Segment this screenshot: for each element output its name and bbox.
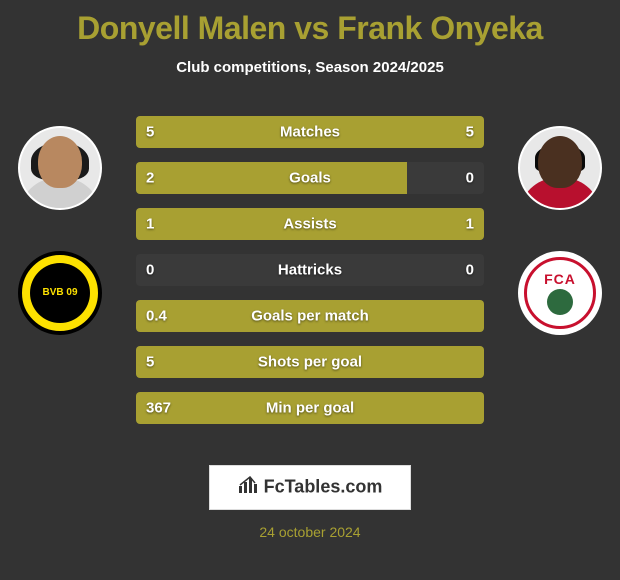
avatar-placeholder-icon (520, 128, 600, 208)
club-right-badge: FCA (518, 251, 602, 335)
chart-icon (238, 476, 258, 499)
stat-label: Matches (136, 124, 484, 141)
club-left-badge: BVB 09 (18, 251, 102, 335)
stat-row: 11Assists (136, 208, 484, 240)
player-right-avatar (518, 126, 602, 210)
stat-label: Min per goal (136, 400, 484, 417)
stat-label: Goals (136, 170, 484, 187)
stat-label: Assists (136, 216, 484, 233)
stat-row: 367Min per goal (136, 392, 484, 424)
stat-row: 0.4Goals per match (136, 300, 484, 332)
stat-label: Goals per match (136, 308, 484, 325)
stat-row: 00Hattricks (136, 254, 484, 286)
brand-text: FcTables.com (264, 476, 383, 496)
comparison-panel: BVB 09 FCA 55Matches 20Goals 11Assists 00Ha… (0, 106, 620, 436)
avatar-placeholder-icon (20, 128, 100, 208)
subtitle: Club competitions, Season 2024/2025 (0, 59, 620, 76)
club-left-badge-text: BVB 09 (30, 263, 90, 323)
stat-bars-container: 55Matches 20Goals 11Assists 00Hattricks 0.4G… (136, 116, 484, 438)
footer: FcTables.com 24 october 2024 (0, 465, 620, 540)
stat-label: Hattricks (136, 262, 484, 279)
player-left-avatar (18, 126, 102, 210)
club-right-badge-inner: FCA (524, 257, 596, 329)
date-text: 24 october 2024 (0, 524, 620, 540)
page-title: Donyell Malen vs Frank Onyeka (0, 0, 620, 47)
stat-label: Shots per goal (136, 354, 484, 371)
stat-row: 20Goals (136, 162, 484, 194)
brand-logo: FcTables.com (209, 465, 412, 510)
ball-icon (547, 289, 573, 315)
stat-row: 55Matches (136, 116, 484, 148)
club-right-badge-text: FCA (544, 271, 576, 287)
stat-row: 5Shots per goal (136, 346, 484, 378)
